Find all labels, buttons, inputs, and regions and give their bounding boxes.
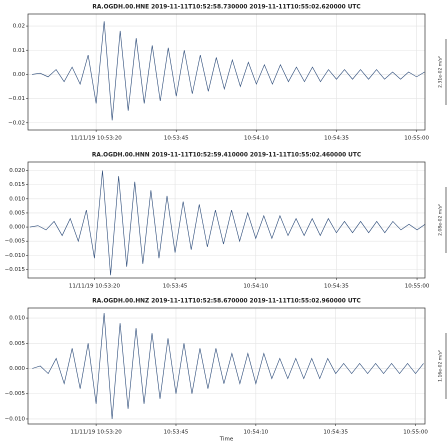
x-tick-label: 10:53:45 — [163, 284, 188, 290]
y-tick-label: 0.000 — [9, 366, 25, 372]
panel-title: RA.OGDH.00.HNE 2019-11-11T10:52:58.73000… — [92, 5, 360, 11]
y-tick-label: 0.000 — [9, 225, 25, 231]
x-tick-label: 11/11/19 10:53:20 — [71, 430, 123, 436]
waveform — [29, 170, 426, 276]
waveform — [32, 21, 425, 121]
y-tick-label: −0.005 — [5, 391, 26, 397]
y-tick-label: −0.015 — [5, 267, 26, 273]
axes-frame — [27, 161, 426, 279]
x-tick-label: 10:54:10 — [244, 136, 269, 142]
y-tick-label: −0.01 — [8, 96, 25, 102]
axes-frame — [27, 307, 426, 425]
scale-label: 2.08e-02 m/s² — [438, 204, 444, 236]
y-tick-label: 0.005 — [9, 210, 25, 216]
waveform — [32, 313, 424, 419]
y-tick-label: 0.005 — [9, 341, 25, 347]
y-tick-label: −0.010 — [5, 416, 26, 422]
x-tick-label: 11/11/19 10:53:20 — [71, 136, 123, 142]
x-tick-label: 10:54:35 — [323, 430, 348, 436]
y-tick-label: 0.02 — [13, 24, 25, 30]
y-tick-label: 0.020 — [9, 168, 25, 174]
x-tick-label: 10:53:45 — [164, 136, 189, 142]
scale-label: 1.16e-02 m/s² — [438, 350, 444, 382]
panel-title: RA.OGDH.00.HNZ 2019-11-11T10:52:58.67000… — [92, 299, 361, 305]
x-tick-label: 10:55:00 — [404, 136, 429, 142]
x-tick-label: 10:53:45 — [164, 430, 189, 436]
y-tick-label: −0.005 — [5, 239, 26, 245]
x-tick-label: 10:54:10 — [243, 284, 268, 290]
y-tick-label: 0.010 — [9, 196, 25, 202]
x-axis-label: Time — [219, 437, 234, 443]
y-tick-label: −0.02 — [8, 120, 25, 126]
x-tick-label: 11/11/19 10:53:20 — [69, 284, 121, 290]
y-tick-label: 0.010 — [9, 316, 25, 322]
x-tick-label: 10:55:00 — [405, 284, 430, 290]
x-tick-label: 10:54:35 — [324, 136, 349, 142]
y-tick-label: −0.010 — [5, 253, 26, 259]
y-tick-label: 0.015 — [9, 182, 25, 188]
axes-frame — [27, 13, 426, 131]
x-tick-label: 10:55:00 — [403, 430, 428, 436]
x-tick-label: 10:54:10 — [243, 430, 268, 436]
scale-label: 2.31e-02 m/s² — [438, 56, 444, 88]
x-tick-label: 10:54:35 — [324, 284, 349, 290]
y-tick-label: 0.01 — [13, 48, 25, 54]
y-tick-label: 0.00 — [13, 72, 26, 78]
panel-title: RA.OGDH.00.HNN 2019-11-11T10:52:59.41000… — [92, 153, 361, 159]
